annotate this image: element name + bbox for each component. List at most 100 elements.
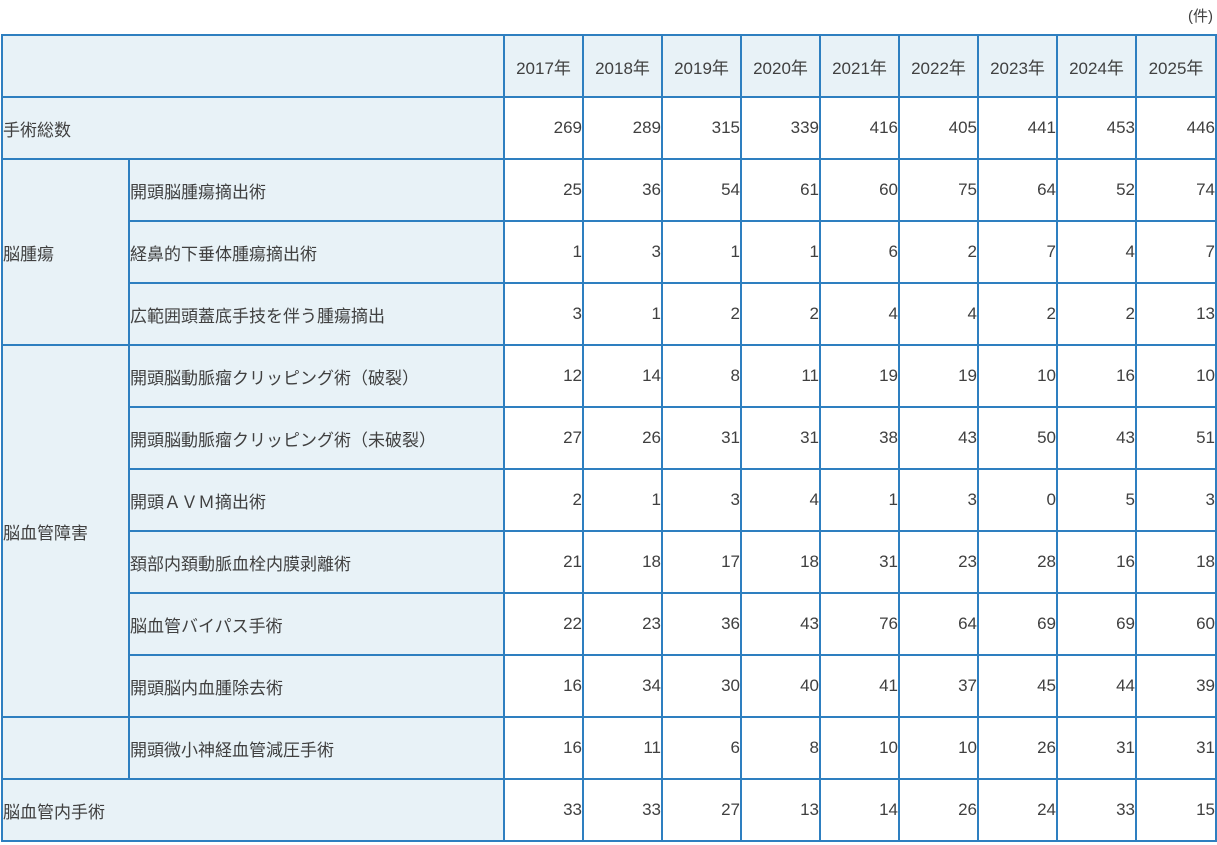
value-cell: 60: [819, 158, 900, 222]
value-cell: 1: [661, 220, 742, 284]
value-cell: 16: [503, 654, 584, 718]
value-cell: 289: [582, 96, 663, 160]
value-cell: 8: [661, 344, 742, 408]
value-cell: 315: [661, 96, 742, 160]
value-cell: 7: [1135, 220, 1217, 284]
value-cell: 1: [582, 468, 663, 532]
row-label-cell: 経鼻的下垂体腫瘍摘出術: [128, 220, 505, 284]
value-cell: 3: [503, 282, 584, 346]
table-body: 手術総数 269 289 315 339 416 405 441 453 446 脳腫瘍 開頭脳腫瘍摘…: [1, 96, 1217, 842]
value-cell: 4: [1056, 220, 1137, 284]
surgery-statistics-table: 2017年 2018年 2019年 2020年 2021年 2022年 2023年 2024年…: [1, 34, 1217, 842]
value-cell: 18: [1135, 530, 1217, 594]
value-cell: 38: [819, 406, 900, 470]
value-cell: 3: [582, 220, 663, 284]
value-cell: 3: [1135, 468, 1217, 532]
value-cell: 43: [1056, 406, 1137, 470]
table-row: 手術総数 269 289 315 339 416 405 441 453 446: [1, 96, 1217, 160]
table-row: 脳血管内手術 33 33 27 13 14 26 24 33 15: [1, 778, 1217, 842]
value-cell: 31: [740, 406, 821, 470]
value-cell: 18: [582, 530, 663, 594]
value-cell: 4: [898, 282, 979, 346]
value-cell: 31: [1056, 716, 1137, 780]
value-cell: 10: [1135, 344, 1217, 408]
value-cell: 25: [503, 158, 584, 222]
value-cell: 3: [898, 468, 979, 532]
value-cell: 19: [819, 344, 900, 408]
value-cell: 1: [582, 282, 663, 346]
table-row: 脳血管バイパス手術 22 23 36 43 76 64 69 69 60: [2, 592, 1217, 656]
value-cell: 23: [582, 592, 663, 656]
value-cell: 31: [1135, 716, 1217, 780]
row-label-cell: 開頭脳内血腫除去術: [128, 654, 505, 718]
value-cell: 10: [819, 716, 900, 780]
value-cell: 34: [582, 654, 663, 718]
value-cell: 33: [1056, 778, 1137, 842]
table-row: 広範囲頭蓋底手技を伴う腫瘍摘出 3 1 2 2 4 4 2 2 13: [2, 282, 1217, 346]
value-cell: 339: [740, 96, 821, 160]
value-cell: 22: [503, 592, 584, 656]
value-cell: 4: [740, 468, 821, 532]
value-cell: 74: [1135, 158, 1217, 222]
value-cell: 16: [1056, 344, 1137, 408]
table-row: 頚部内頚動脈血栓内膜剥離術 21 18 17 18 31 23 28 16 18: [2, 530, 1217, 594]
value-cell: 0: [977, 468, 1058, 532]
table-header: 2017年 2018年 2019年 2020年 2021年 2022年 2023年 2024年…: [1, 34, 1217, 98]
row-label-cell: 開頭脳動脈瘤クリッピング術（未破裂）: [128, 406, 505, 470]
value-cell: 40: [740, 654, 821, 718]
value-cell: 33: [582, 778, 663, 842]
value-cell: 446: [1135, 96, 1217, 160]
value-cell: 39: [1135, 654, 1217, 718]
value-cell: 30: [661, 654, 742, 718]
value-cell: 269: [503, 96, 584, 160]
value-cell: 64: [898, 592, 979, 656]
row-label-cell: 手術総数: [1, 96, 505, 160]
year-header: 2020年: [740, 34, 821, 98]
value-cell: 16: [503, 716, 584, 780]
year-header: 2024年: [1056, 34, 1137, 98]
value-cell: 36: [582, 158, 663, 222]
unit-label: (件): [1188, 8, 1213, 25]
year-header: 2022年: [898, 34, 979, 98]
value-cell: 64: [977, 158, 1058, 222]
value-cell: 11: [740, 344, 821, 408]
value-cell: 45: [977, 654, 1058, 718]
value-cell: 16: [1056, 530, 1137, 594]
row-label-cell: 開頭微小神経血管減圧手術: [128, 716, 505, 780]
value-cell: 416: [819, 96, 900, 160]
row-label-cell: 開頭脳動脈瘤クリッピング術（破裂）: [128, 344, 505, 408]
value-cell: 52: [1056, 158, 1137, 222]
table-row: 開頭脳動脈瘤クリッピング術（未破裂） 27 26 31 31 38 43 50 43 51: [2, 406, 1217, 470]
value-cell: 14: [582, 344, 663, 408]
value-cell: 2: [977, 282, 1058, 346]
group-label-cell: 脳血管障害: [1, 344, 130, 718]
value-cell: 1: [503, 220, 584, 284]
value-cell: 13: [1135, 282, 1217, 346]
value-cell: 2: [740, 282, 821, 346]
value-cell: 24: [977, 778, 1058, 842]
value-cell: 14: [819, 778, 900, 842]
value-cell: 10: [898, 716, 979, 780]
row-label-cell: 脳血管内手術: [1, 778, 505, 842]
value-cell: 1: [819, 468, 900, 532]
value-cell: 31: [819, 530, 900, 594]
value-cell: 8: [740, 716, 821, 780]
value-cell: 28: [977, 530, 1058, 594]
value-cell: 18: [740, 530, 821, 594]
header-row: 2017年 2018年 2019年 2020年 2021年 2022年 2023年 2024年…: [1, 34, 1217, 98]
value-cell: 2: [1056, 282, 1137, 346]
value-cell: 43: [740, 592, 821, 656]
value-cell: 13: [740, 778, 821, 842]
value-cell: 17: [661, 530, 742, 594]
value-cell: 7: [977, 220, 1058, 284]
value-cell: 5: [1056, 468, 1137, 532]
year-header: 2021年: [819, 34, 900, 98]
value-cell: 441: [977, 96, 1058, 160]
year-header: 2017年: [503, 34, 584, 98]
value-cell: 453: [1056, 96, 1137, 160]
value-cell: 2: [503, 468, 584, 532]
value-cell: 10: [977, 344, 1058, 408]
value-cell: 2: [661, 282, 742, 346]
value-cell: 2: [898, 220, 979, 284]
value-cell: 6: [819, 220, 900, 284]
